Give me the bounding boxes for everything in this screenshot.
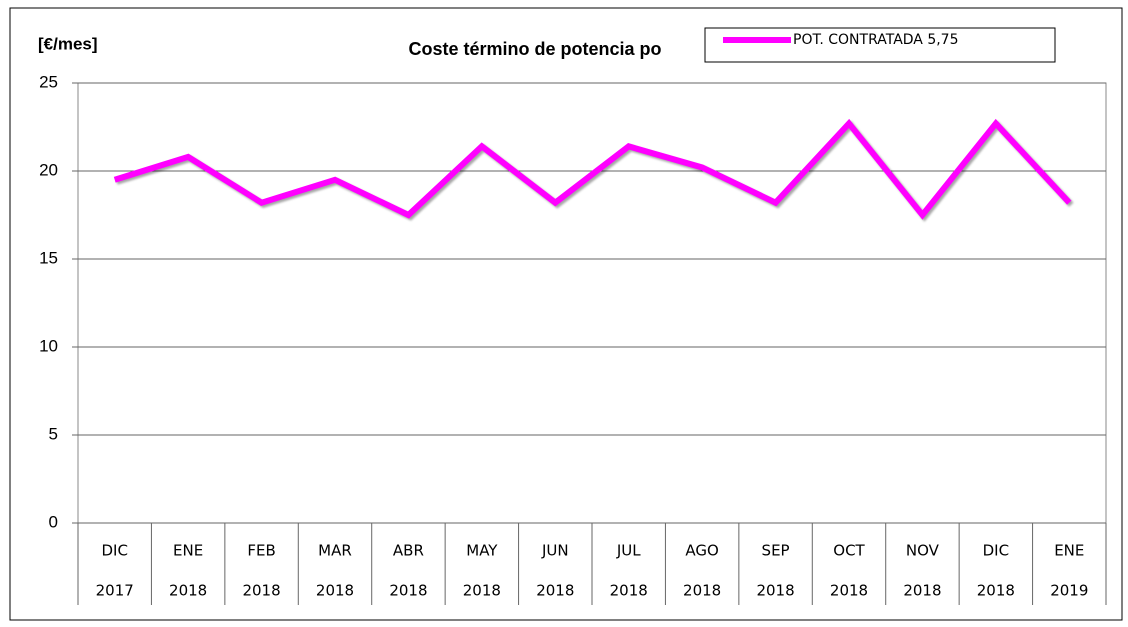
x-tick-label: 2019 (1050, 582, 1088, 600)
x-tick-label: 2018 (830, 582, 868, 600)
x-tick-label: 2018 (536, 582, 574, 600)
x-tick-label: 2018 (610, 582, 648, 600)
x-tick-label: 2018 (169, 582, 207, 600)
x-tick-label: AGO (685, 542, 718, 560)
x-tick-label: 2018 (903, 582, 941, 600)
y-tick-label: 15 (39, 248, 58, 267)
y-tick-label: 5 (49, 424, 58, 443)
x-tick-label: JUN (541, 542, 569, 560)
x-tick-label: MAY (466, 542, 498, 560)
x-tick-label: 2018 (316, 582, 354, 600)
x-tick-label: MAR (318, 542, 352, 560)
x-tick-label: 2018 (977, 582, 1015, 600)
legend-box (704, 27, 1056, 63)
y-axis-label: [€/mes] (38, 34, 98, 53)
chart-title: Coste término de potencia po (408, 39, 661, 59)
x-tick-label: 2018 (756, 582, 794, 600)
legend-label: POT. CONTRATADA 5,75 (793, 32, 959, 48)
x-tick-label: 2018 (683, 582, 721, 600)
x-tick-label: 2018 (389, 582, 427, 600)
x-tick-label: ENE (173, 542, 203, 560)
x-tick-label: ABR (393, 542, 424, 560)
y-tick-label: 10 (39, 336, 58, 355)
x-tick-label: DIC (983, 542, 1009, 560)
chart-frame (9, 7, 1123, 621)
x-tick-label: ENE (1054, 542, 1084, 560)
y-tick-label: 20 (39, 160, 58, 179)
x-tick-label: OCT (833, 542, 865, 560)
x-tick-label: 2018 (242, 582, 280, 600)
x-tick-label: 2017 (96, 582, 134, 600)
y-tick-label: 25 (39, 72, 58, 91)
x-tick-label: 2018 (463, 582, 501, 600)
series-line (113, 118, 1072, 220)
x-tick-label: SEP (762, 542, 790, 560)
x-tick-label: JUL (616, 542, 641, 560)
x-tick-label: NOV (906, 542, 940, 560)
x-tick-label: DIC (101, 542, 127, 560)
y-tick-label: 0 (49, 512, 58, 531)
x-tick-label: FEB (247, 542, 275, 560)
